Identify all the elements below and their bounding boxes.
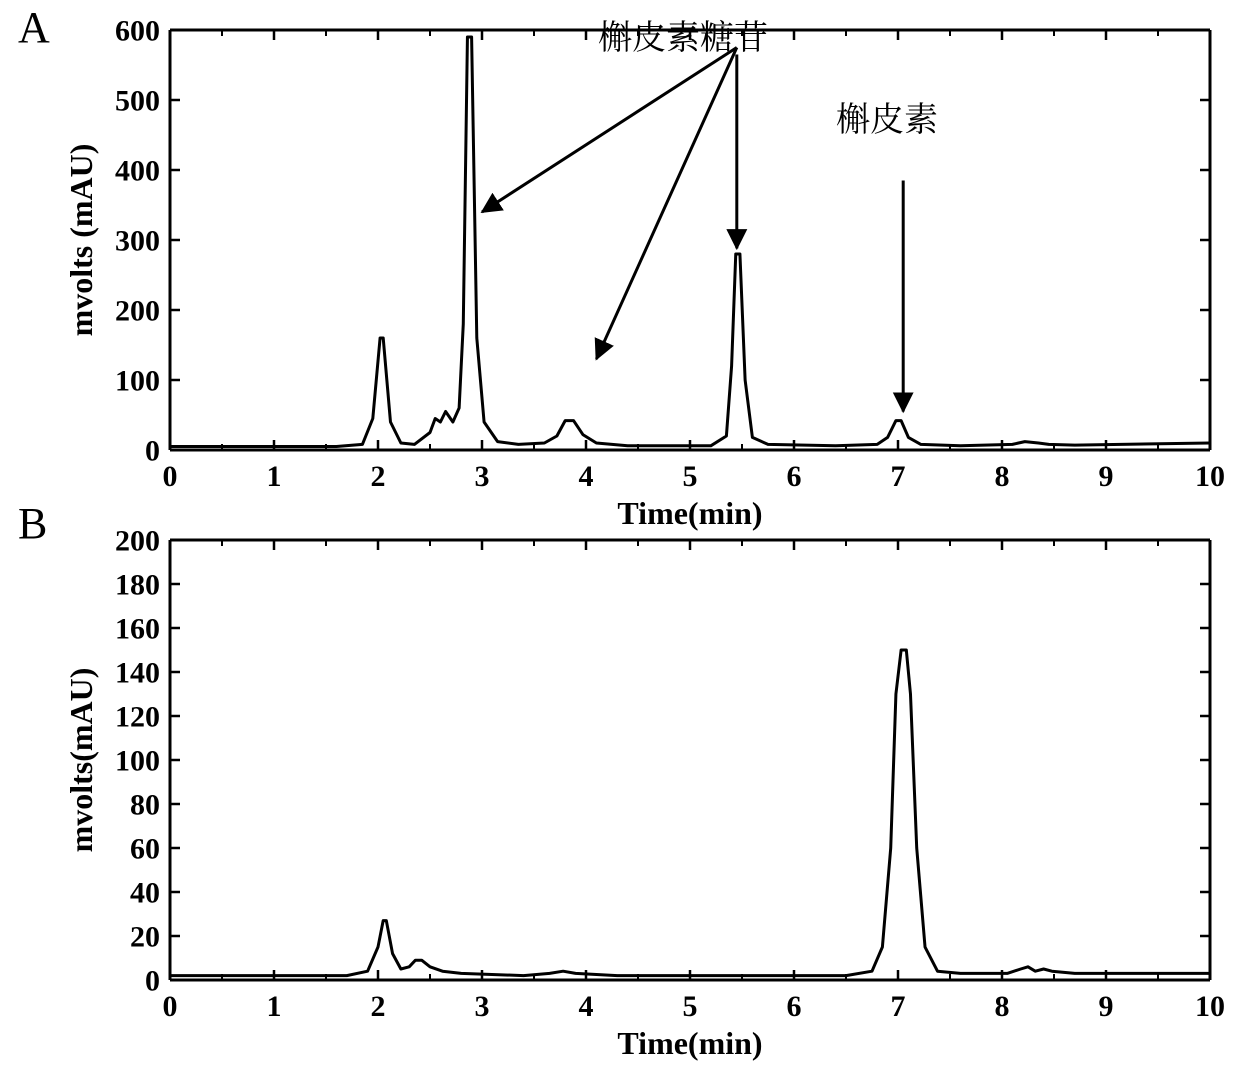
svg-text:4: 4 — [579, 990, 594, 1023]
svg-text:80: 80 — [130, 789, 160, 822]
svg-text:8: 8 — [995, 990, 1010, 1023]
svg-text:Time(min): Time(min) — [617, 1025, 762, 1061]
chart-b-svg: 012345678910020406080100120140160180200T… — [0, 0, 1240, 1066]
svg-text:0: 0 — [163, 990, 178, 1023]
svg-text:40: 40 — [130, 877, 160, 910]
svg-text:60: 60 — [130, 833, 160, 866]
svg-text:180: 180 — [115, 569, 160, 602]
svg-text:0: 0 — [145, 965, 160, 998]
page: A 0123456789100100200300400500600Time(mi… — [0, 0, 1240, 1066]
svg-text:160: 160 — [115, 613, 160, 646]
svg-text:2: 2 — [371, 990, 386, 1023]
svg-text:200: 200 — [115, 525, 160, 558]
svg-text:mvolts(mAU): mvolts(mAU) — [63, 668, 99, 853]
svg-text:5: 5 — [683, 990, 698, 1023]
svg-text:120: 120 — [115, 701, 160, 734]
svg-text:3: 3 — [475, 990, 490, 1023]
svg-text:100: 100 — [115, 745, 160, 778]
svg-text:1: 1 — [267, 990, 282, 1023]
svg-text:140: 140 — [115, 657, 160, 690]
svg-text:6: 6 — [787, 990, 802, 1023]
annotation-glycoside: 槲皮素糖苷 — [598, 10, 768, 59]
svg-text:7: 7 — [891, 990, 906, 1023]
panel-b: 012345678910020406080100120140160180200T… — [0, 0, 1240, 1066]
annotation-quercetin: 槲皮素 — [836, 92, 938, 141]
svg-text:20: 20 — [130, 921, 160, 954]
svg-text:10: 10 — [1195, 990, 1225, 1023]
svg-text:9: 9 — [1099, 990, 1114, 1023]
